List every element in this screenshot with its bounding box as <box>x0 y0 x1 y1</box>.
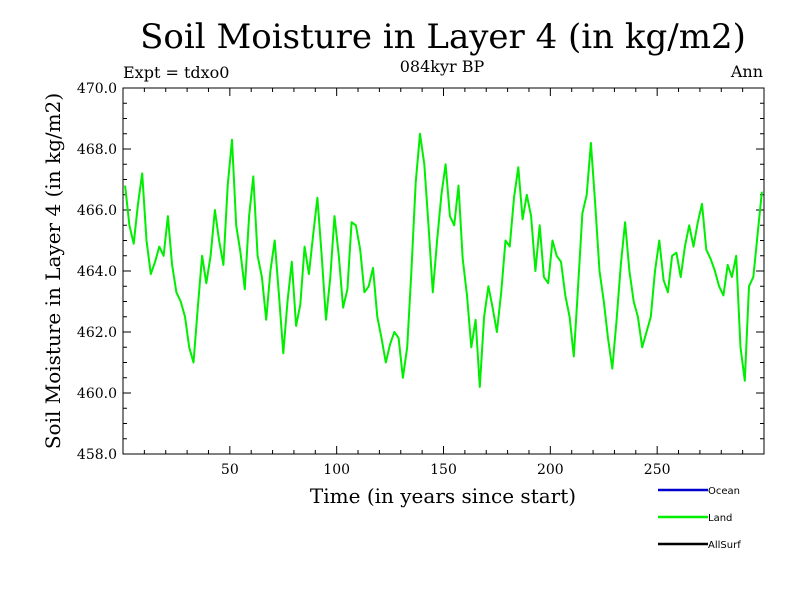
y-tick-label: 462.0 <box>77 325 117 341</box>
y-tick-label: 468.0 <box>77 142 117 158</box>
x-tick-label: 50 <box>221 462 239 478</box>
legend-label-ocean: Ocean <box>708 486 740 497</box>
chart-title: Soil Moisture in Layer 4 (in kg/m2) <box>140 17 746 57</box>
y-tick-label: 464.0 <box>77 264 117 280</box>
y-tick-label: 466.0 <box>77 203 117 219</box>
legend-label-land: Land <box>708 513 732 524</box>
x-tick-label: 100 <box>323 462 350 478</box>
experiment-label: Expt = tdxo0 <box>123 63 229 82</box>
legend-label-allsurf: AllSurf <box>708 540 741 551</box>
x-axis-label: Time (in years since start) <box>310 484 576 508</box>
series-line-land <box>124 132 763 388</box>
y-tick-label: 460.0 <box>77 386 117 402</box>
season-label: Ann <box>730 62 763 81</box>
y-tick-label: 458.0 <box>77 447 117 463</box>
x-tick-label: 250 <box>644 462 671 478</box>
legend: Ocean Land AllSurf <box>658 486 741 551</box>
y-axis-label: Soil Moisture in Layer 4 (in kg/m2) <box>41 93 65 449</box>
x-tick-label: 200 <box>537 462 564 478</box>
period-label: 084kyr BP <box>400 57 485 76</box>
plot-area: 458.0 460.0 462.0 464.0 466.0 468.0 470.0 50 100… <box>77 81 765 478</box>
y-tick-label: 470.0 <box>77 81 117 97</box>
x-tick-label: 150 <box>430 462 457 478</box>
